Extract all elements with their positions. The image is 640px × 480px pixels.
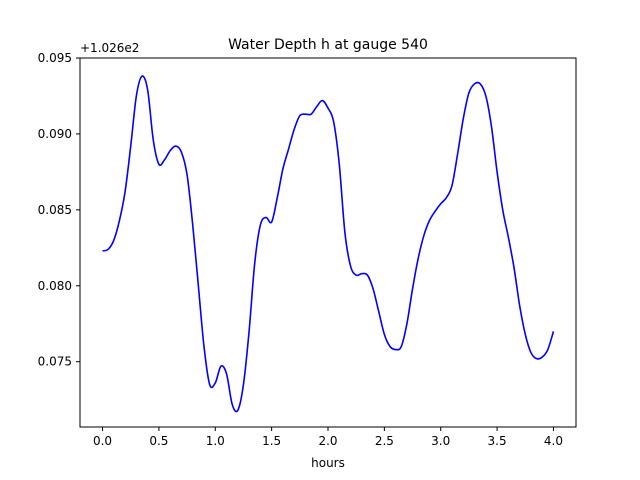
x-tick-label: 1.5 [262, 434, 281, 448]
y-tick-label: 0.095 [38, 51, 72, 65]
x-tick-label: 3.5 [488, 434, 507, 448]
x-tick-label: 0.0 [93, 434, 112, 448]
y-tick-label: 0.075 [38, 355, 72, 369]
x-tick-label: 4.0 [544, 434, 563, 448]
ticks-layer: 0.0 0.5 1.0 1.5 2.0 2.5 3.0 3.5 4.0 0.075 0.080 0.0… [38, 51, 563, 448]
x-tick-label: 2.5 [375, 434, 394, 448]
y-tick-label: 0.090 [38, 127, 72, 141]
x-tick-label: 0.5 [149, 434, 168, 448]
y-tick-label: 0.080 [38, 279, 72, 293]
chart-title: Water Depth h at gauge 540 [228, 37, 428, 53]
series-line-0 [102, 75, 555, 413]
y-tick-label: 0.085 [38, 203, 72, 217]
x-tick-label: 3.0 [431, 434, 450, 448]
plot-frame [79, 57, 577, 428]
x-axis-label: hours [311, 456, 345, 470]
x-tick-label: 1.0 [206, 434, 225, 448]
y-offset-label: +1.026e2 [80, 41, 139, 55]
series-layer [102, 75, 555, 413]
x-tick-label: 2.0 [318, 434, 337, 448]
